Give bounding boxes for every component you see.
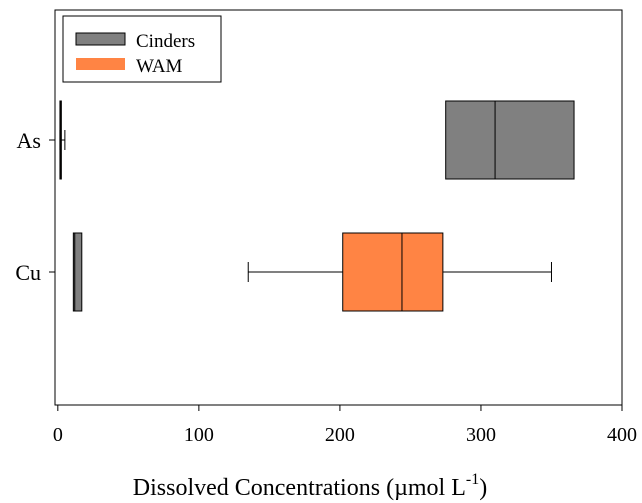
legend: Cinders WAM [62, 15, 222, 83]
y-category-label: As [17, 128, 41, 153]
x-tick-label: 0 [53, 424, 63, 446]
x-axis-title: Dissolved Concentrations (µmol L-1) [133, 471, 487, 501]
legend-frame [62, 15, 222, 83]
plot-frame [54, 9, 623, 406]
legend-label-cinders: Cinders [136, 31, 195, 52]
box-cinders-as [445, 100, 575, 180]
legend-swatch-wam [76, 58, 125, 70]
legend-swatch-cinders [75, 32, 126, 46]
axes-layer: 0 100 200 300 400 As Cu [15, 9, 637, 446]
y-category-label: Cu [15, 260, 41, 285]
x-tick-label: 300 [466, 424, 496, 446]
x-tick-label: 100 [184, 424, 214, 446]
boxes-layer [59, 100, 575, 312]
x-tick-label: 200 [325, 424, 355, 446]
box-wam-cu [342, 232, 444, 312]
x-tick-label: 400 [607, 424, 637, 446]
legend-label-wam: WAM [136, 56, 183, 77]
box-cinders-cu [72, 232, 83, 312]
